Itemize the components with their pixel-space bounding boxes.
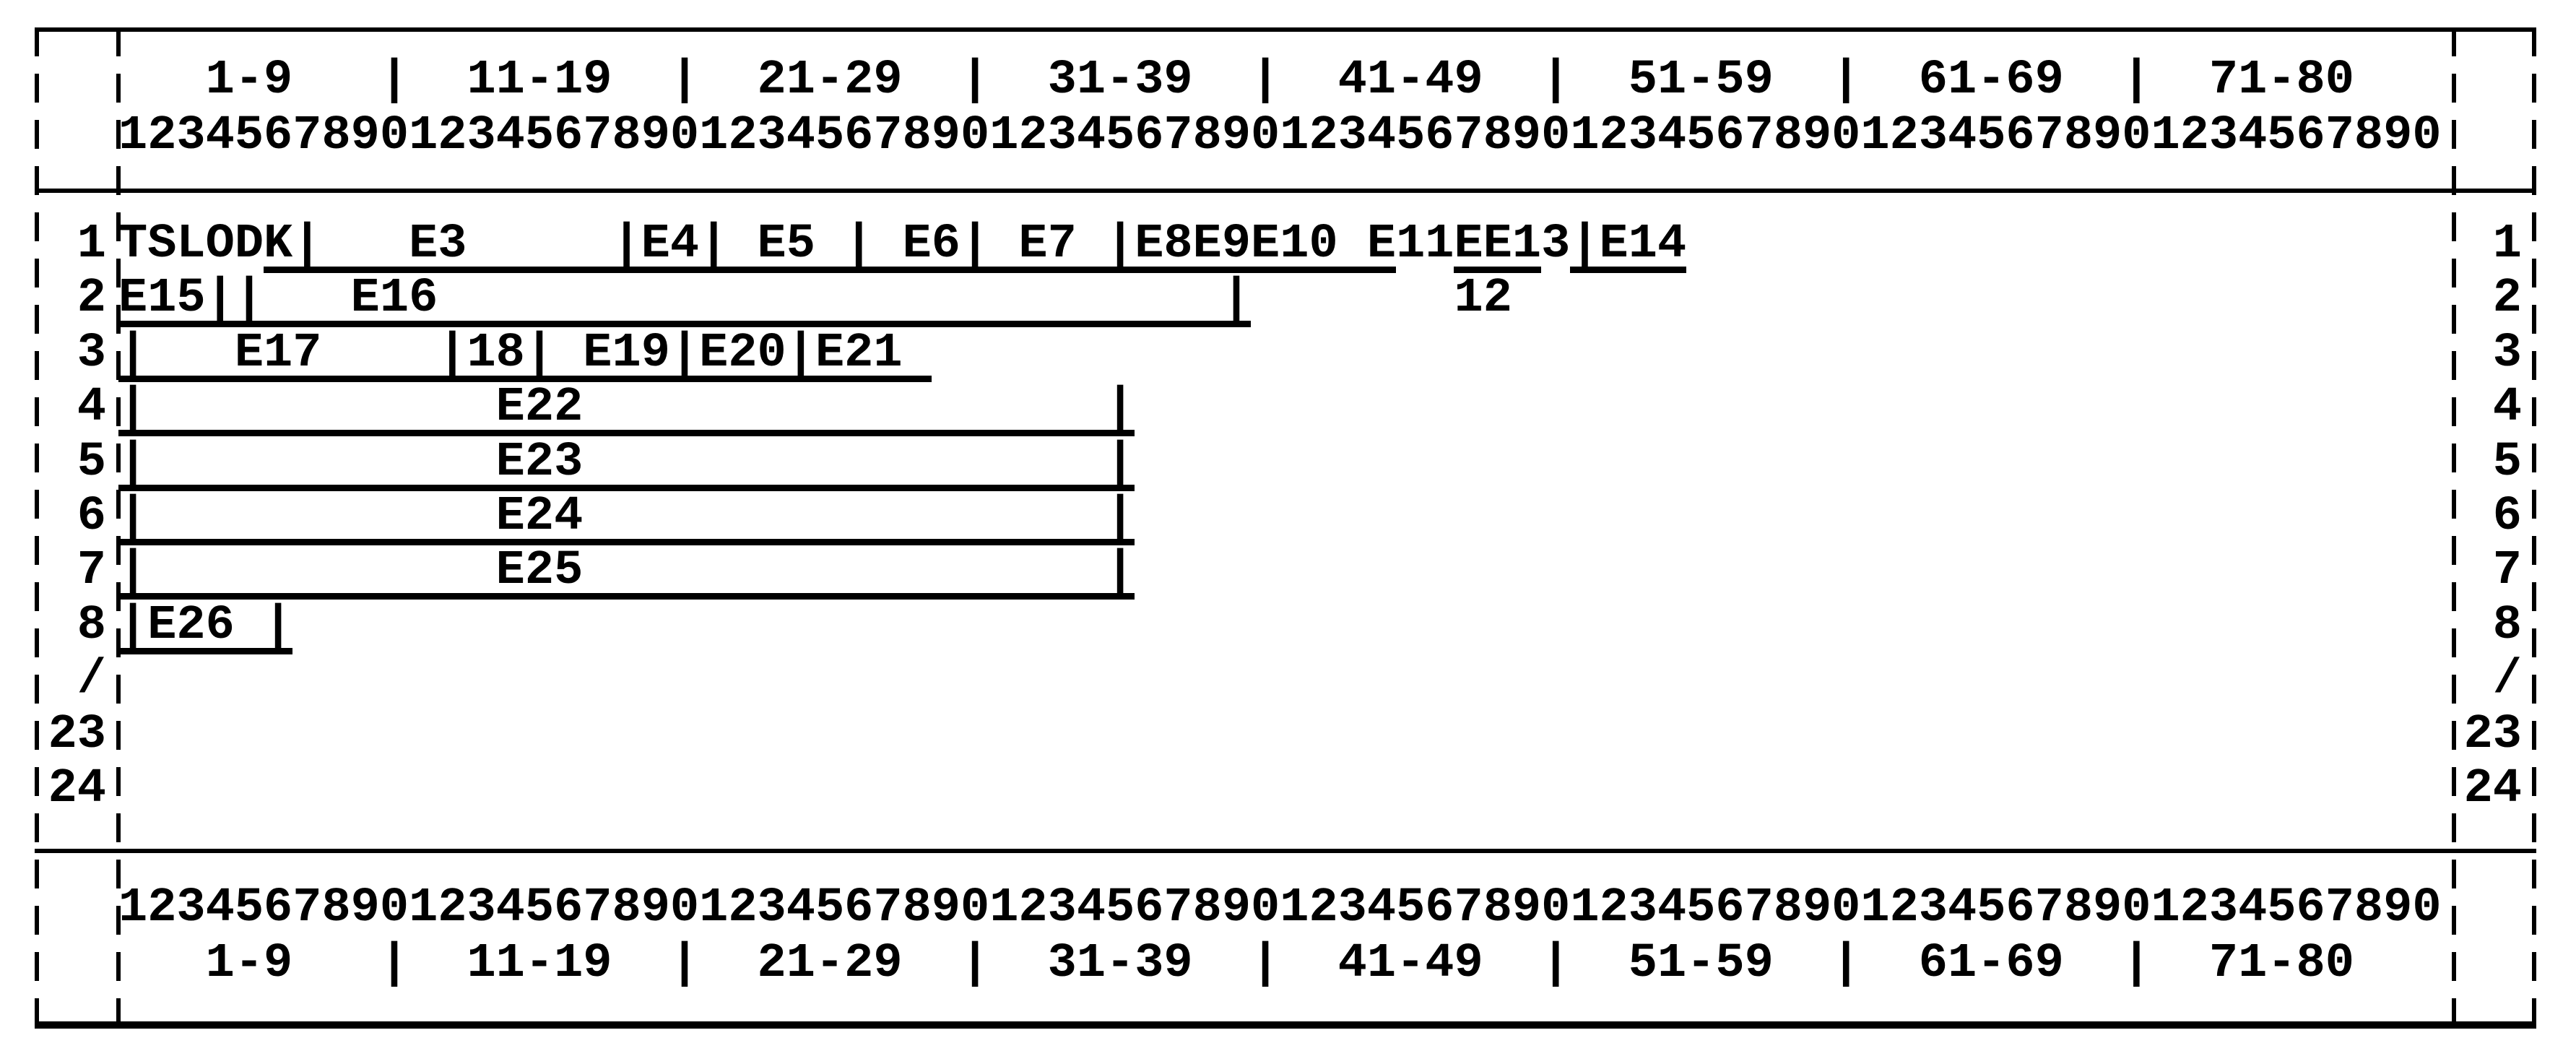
row-number-left: 23 [48,706,106,762]
row-number-left: 2 [77,271,106,326]
row-number-right: 23 [2463,706,2522,762]
map-edge-right [2452,27,2456,1029]
border-bottom [35,1021,2536,1029]
row-number-left: 5 [77,434,106,490]
map-row: |E26 | [118,597,293,653]
map-row: | E24 | [118,489,1135,544]
row-number-left: 7 [77,543,106,599]
row-number-right: 24 [2463,761,2522,816]
row-number-left: 1 [77,217,106,272]
row-number-left: 3 [77,325,106,381]
bottom-ruler-digits: 1234567890123456789012345678901234567890… [118,881,2442,935]
row-number-right: 4 [2492,380,2522,436]
field-underline [118,484,1135,491]
border-top [35,27,2536,32]
row-number-right: 3 [2492,325,2522,381]
row-number-left: / [77,652,106,708]
map-row: | E17 |18| E19|E20|E21 [118,325,903,381]
map-row: TSLODK| E3 |E4| E5 | E6| E7 |E8E9E10 E11… [118,217,1687,272]
map-row: | E25 | [118,543,1135,599]
border-left [35,27,39,1029]
row-number-left: 6 [77,489,106,544]
field-underline [264,267,1396,273]
row-number-right: 8 [2492,597,2522,653]
map-edge-left [116,27,121,1029]
row-number-right: 7 [2492,543,2522,599]
field-underline [1454,267,1541,273]
border-right [2532,27,2536,1029]
field-underline [118,430,1135,437]
map-row: E15|| E16 | 12 [118,271,1512,326]
row-number-left: 8 [77,597,106,653]
left-row-numbers: 1 2 3 4 5 6 7 8/23 24 [35,0,116,1051]
row-number-right: / [2492,652,2522,708]
row-number-left: 4 [77,380,106,436]
field-underline [118,593,1135,600]
field-underline [118,321,1251,328]
map-row: | E22 | [118,380,1135,436]
separator-header [35,189,2536,193]
map-row: | E23 | [118,434,1135,490]
row-number-right: 5 [2492,434,2522,490]
right-row-numbers: 1 2 3 4 5 6 7 8/23 24 [2452,0,2532,1051]
separator-footer [35,849,2536,853]
top-ruler-groups: 1-9 | 11-19 | 21-29 | 31-39 | 41-49 | 51… [118,53,2442,108]
row-number-right: 6 [2492,489,2522,544]
row-number-right: 1 [2492,217,2522,272]
field-underline [118,539,1135,545]
field-underline [118,647,293,654]
top-ruler-digits: 1234567890123456789012345678901234567890… [118,108,2442,163]
bottom-ruler-groups: 1-9 | 11-19 | 21-29 | 31-39 | 41-49 | 51… [118,936,2442,991]
row-number-left: 24 [48,761,106,816]
field-underline [1570,267,1686,273]
row-number-right: 2 [2492,271,2522,326]
field-underline [118,375,932,382]
